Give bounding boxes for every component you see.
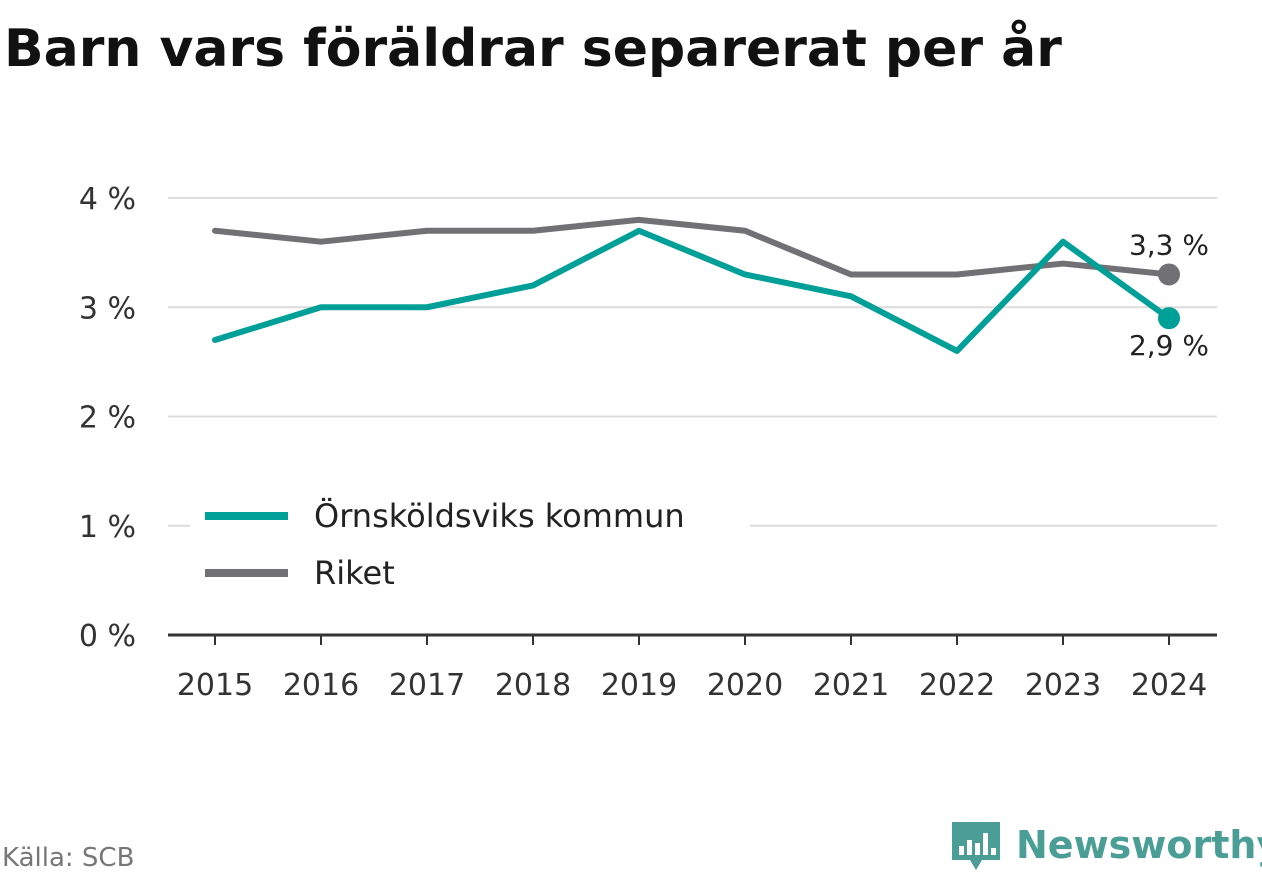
x-tick-label: 2016 (283, 668, 359, 703)
y-tick-label: 1 % (79, 510, 136, 545)
x-tick-label: 2020 (707, 668, 783, 703)
y-tick-label: 4 % (79, 182, 136, 217)
x-axis: 2015 2016 2017 2018 2019 2020 2021 2022 2023 2024 (168, 633, 1217, 703)
legend-label: Örnsköldsviks kommun (314, 497, 685, 535)
legend: Örnsköldsviks kommun Riket (190, 488, 750, 606)
legend-label: Riket (314, 554, 395, 592)
series-end-label: 3,3 % (1129, 228, 1209, 261)
x-tick-label: 2024 (1131, 668, 1207, 703)
brand-name: Newsworthy (1016, 823, 1262, 867)
chart-title: Barn vars föräldrar separerat per år (4, 19, 1062, 79)
series-line (212, 227, 1172, 354)
source-label: Källa: SCB (2, 843, 134, 873)
x-tick-label: 2022 (919, 668, 995, 703)
x-tick-label: 2021 (813, 668, 889, 703)
x-tick-label: 2015 (177, 668, 253, 703)
y-axis-ticks: 0 % 1 % 2 % 3 % 4 % (79, 182, 136, 654)
x-tick-label: 2017 (389, 668, 465, 703)
series-end-label: 2,9 % (1129, 329, 1209, 362)
series: 3,3 % 2,9 % (212, 216, 1209, 362)
x-tick-label: 2018 (495, 668, 571, 703)
x-tick-label: 2023 (1025, 668, 1101, 703)
y-tick-label: 0 % (79, 619, 136, 654)
series-end-point (1158, 263, 1180, 286)
y-tick-label: 2 % (79, 401, 136, 436)
x-tick-label: 2019 (601, 668, 677, 703)
series-line (212, 216, 1172, 278)
brand-logo[interactable]: Newsworthy (952, 822, 1262, 870)
series-end-point (1158, 307, 1180, 330)
y-tick-label: 3 % (79, 291, 136, 326)
legend-background (190, 488, 750, 606)
bar-chart-speech-icon (952, 822, 1000, 870)
